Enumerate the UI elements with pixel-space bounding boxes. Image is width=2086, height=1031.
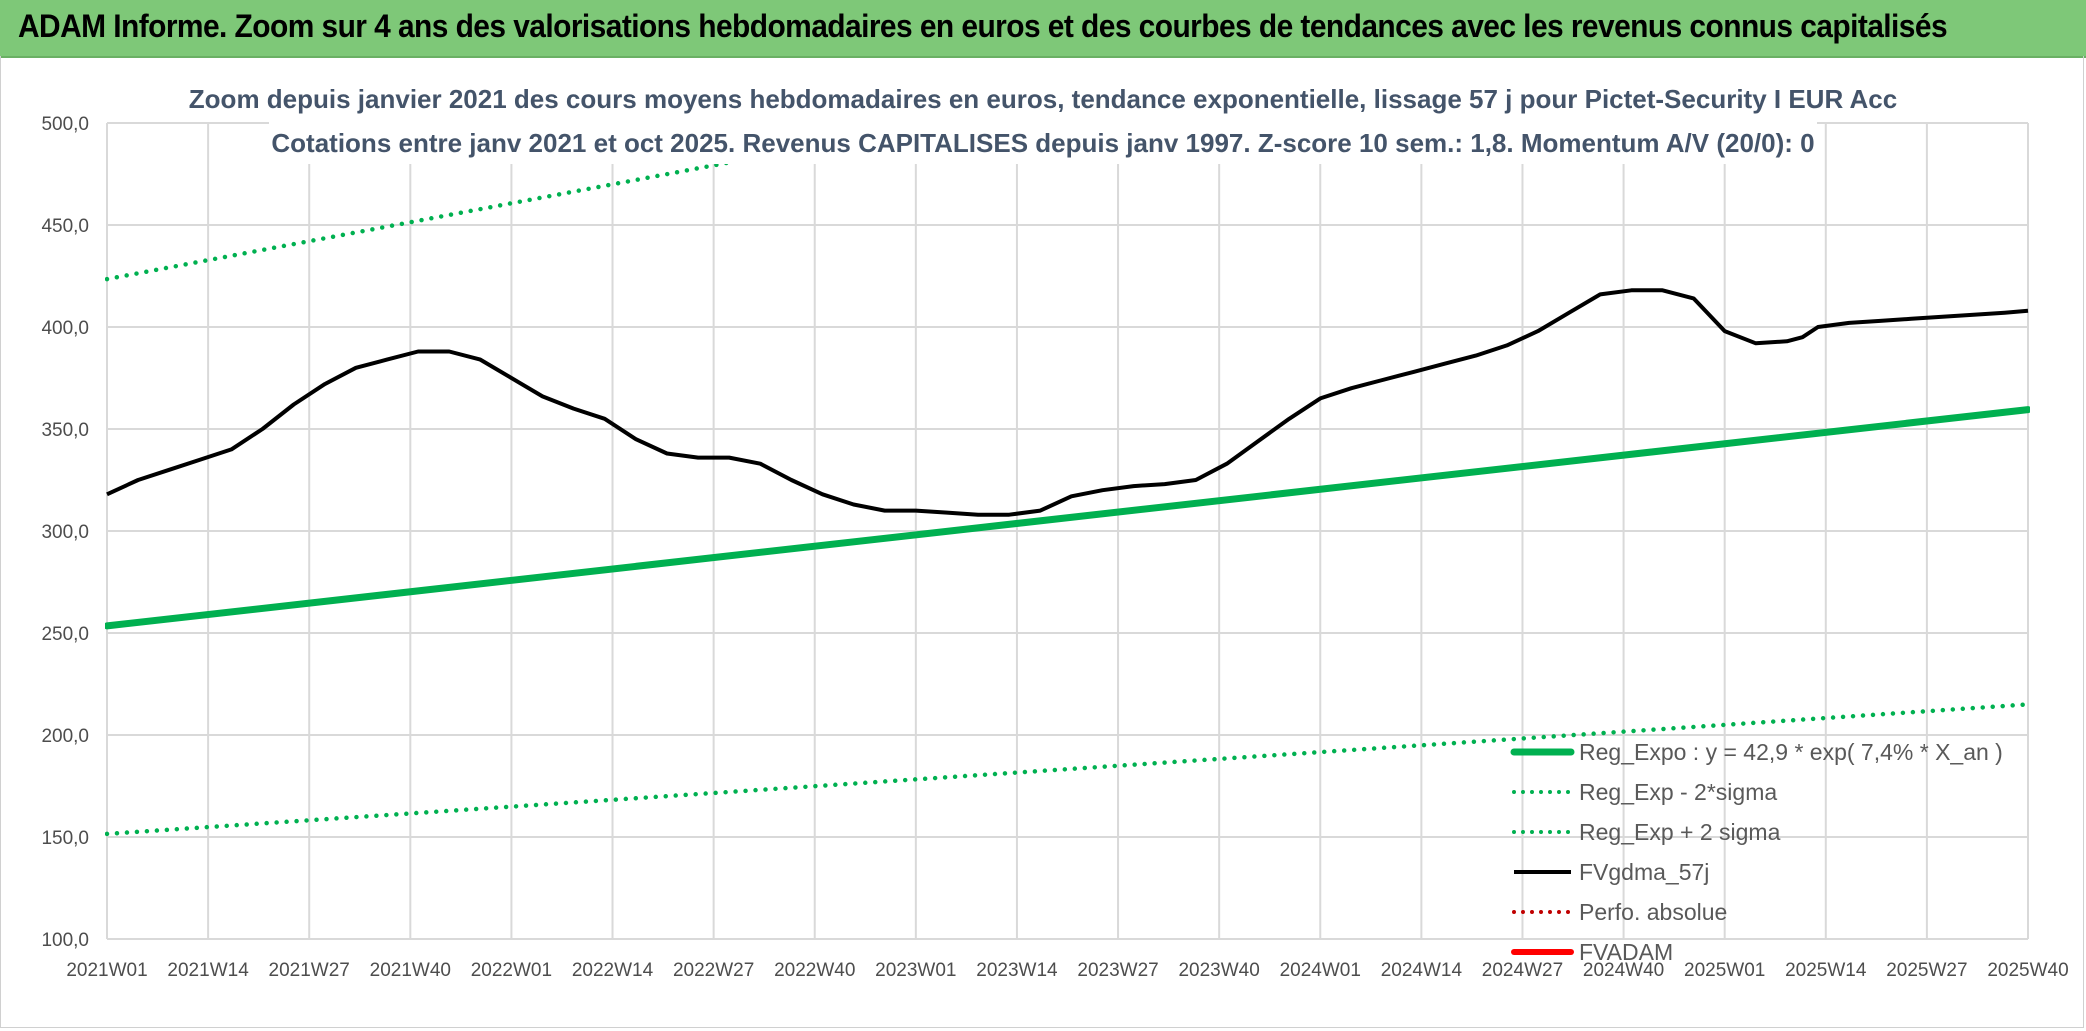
legend-label: Reg_Expo : y = 42,9 * exp( 7,4% * X_an ) [1579,739,2003,765]
y-tick-label: 250,0 [41,624,89,645]
x-tick-label: 2023W14 [976,960,1058,981]
legend-label: FVADAM [1579,939,1673,965]
y-tick-label: 150,0 [41,828,89,849]
y-tick-label: 450,0 [41,216,89,237]
y-tick-label: 300,0 [41,522,89,543]
x-tick-label: 2025W14 [1785,960,1867,981]
x-tick-label: 2023W27 [1077,960,1158,981]
y-tick-label: 200,0 [41,726,89,747]
series-line-reg-expo-y-42-9-exp-7-4- [105,406,2030,630]
chart-title-background [269,64,1817,164]
x-tick-label: 2023W40 [1178,960,1259,981]
x-tick-label: 2024W27 [1482,960,1563,981]
y-tick-label: 100,0 [41,930,89,951]
x-tick-label: 2021W40 [370,960,451,981]
x-tick-label: 2022W40 [774,960,855,981]
x-tick-label: 2022W01 [471,960,552,981]
x-tick-label: 2023W01 [875,960,956,981]
legend-label: FVgdma_57j [1579,859,1709,885]
y-tick-label: 350,0 [41,420,89,441]
x-tick-label: 2021W27 [269,960,350,981]
chart-title-line2: Cotations entre janv 2021 et oct 2025. R… [271,128,1814,158]
x-tick-label: 2025W40 [1987,960,2068,981]
legend-label: Reg_Exp + 2 sigma [1579,819,1781,845]
x-tick-label: 2025W27 [1886,960,1967,981]
x-tick-label: 2024W40 [1583,960,1664,981]
x-tick-label: 2024W01 [1280,960,1361,981]
page-title: ADAM Informe. Zoom sur 4 ans des valoris… [18,8,1948,44]
header-banner: ADAM Informe. Zoom sur 4 ans des valoris… [0,0,2086,58]
y-tick-label: 500,0 [41,114,89,135]
chart-title-line1: Zoom depuis janvier 2021 des cours moyen… [189,84,1897,114]
series-line-reg-exp-2-sigma [105,702,2030,837]
legend: Reg_Expo : y = 42,9 * exp( 7,4% * X_an )… [1510,739,2003,965]
chart-area: 100,0 150,0 200,0 250,0 300,0 350,0 400,0 450,0… [0,56,2084,1028]
x-tick-label: 2025W01 [1684,960,1765,981]
x-tick-label: 2024W14 [1381,960,1463,981]
chart-svg: 100,0 150,0 200,0 250,0 300,0 350,0 400,0 450,0… [41,64,2069,981]
plot-area [105,121,2030,837]
x-tick-label: 2022W14 [572,960,654,981]
x-tick-label: 2022W27 [673,960,754,981]
y-tick-label: 400,0 [41,318,89,339]
x-tick-label: 2021W01 [66,960,147,981]
series-line-fvgdma-57j [106,288,2029,517]
x-tick-label: 2021W14 [167,960,249,981]
legend-label: Perfo. absolue [1579,899,1727,925]
legend-label: Reg_Exp - 2*sigma [1579,779,1777,805]
